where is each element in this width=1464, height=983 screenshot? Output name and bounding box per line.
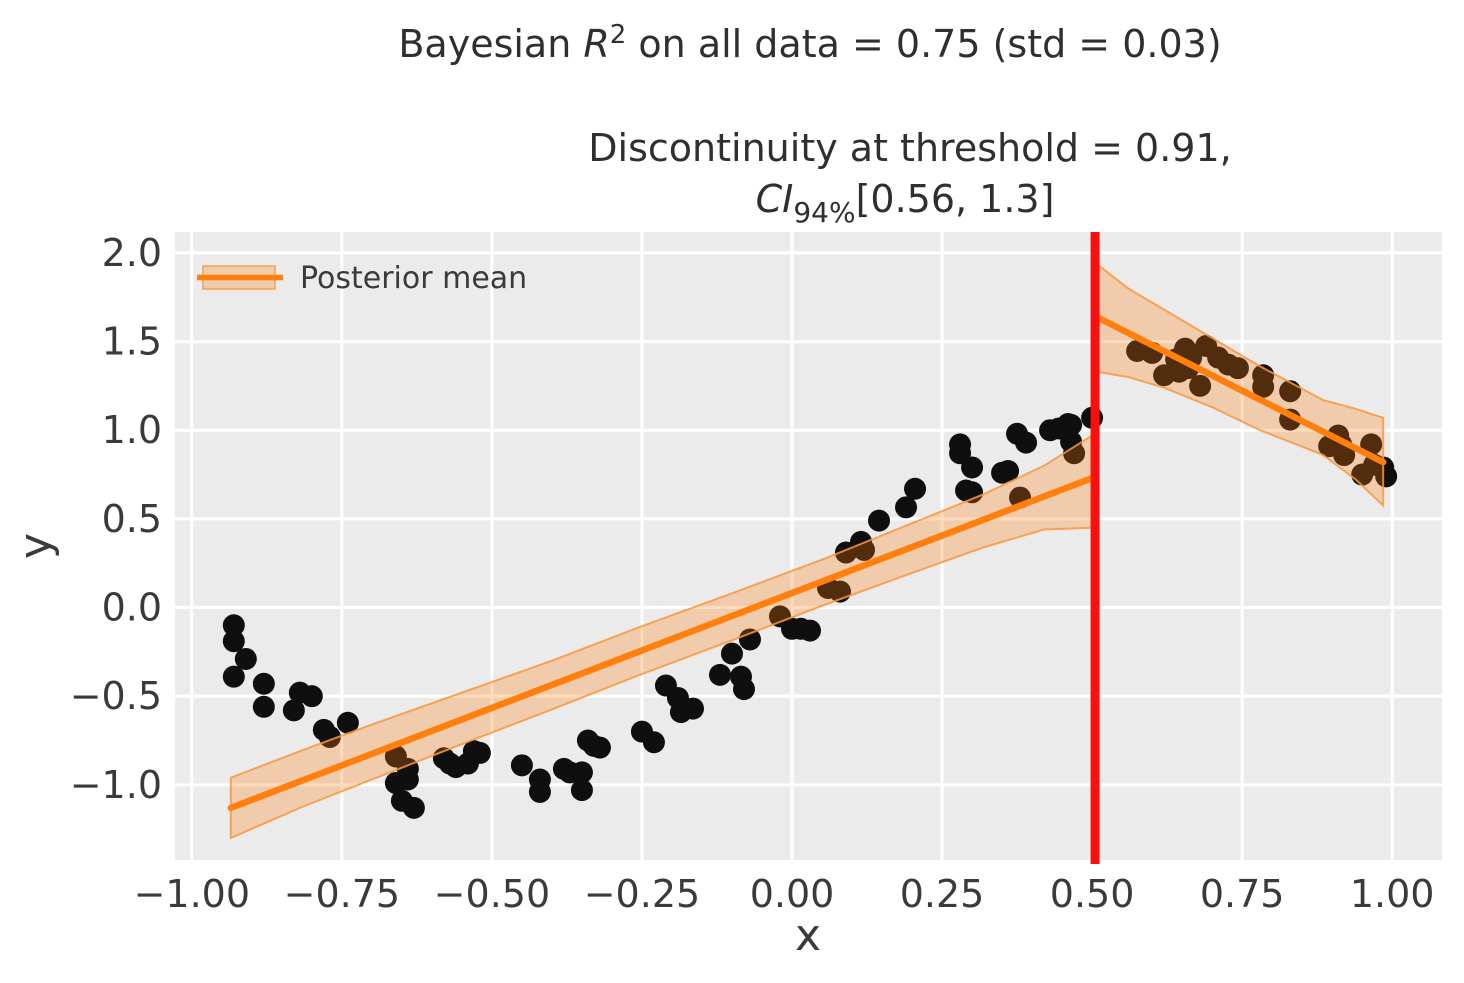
title-superscript: 2: [610, 20, 627, 50]
data-point: [222, 665, 245, 688]
data-point: [252, 695, 275, 718]
legend: Posterior mean: [197, 261, 527, 296]
posterior-mean-line: [1093, 313, 1387, 466]
data-point: [282, 699, 305, 722]
data-point: [1015, 431, 1038, 454]
data-point: [300, 685, 323, 708]
data-point: [997, 460, 1020, 483]
data-point: [1333, 444, 1356, 467]
x-tick-label: −1.00: [134, 872, 250, 916]
x-axis-label: x: [795, 910, 821, 961]
data-point: [961, 481, 984, 504]
x-tick-label: −0.25: [584, 872, 700, 916]
data-point: [528, 780, 551, 803]
data-point: [732, 678, 755, 701]
data-point: [222, 614, 245, 637]
data-point: [588, 736, 611, 759]
posterior-mean-layer: [227, 313, 1387, 812]
data-point: [570, 779, 593, 802]
data-point: [708, 663, 731, 686]
y-tick-label: 1.5: [102, 320, 162, 364]
x-tick-label: 0.75: [1200, 872, 1285, 916]
data-point: [234, 647, 257, 670]
y-tick-labels: 2.0 1.5 1.0 0.5 0.0 −0.5 −1.0: [70, 231, 162, 807]
data-point: [252, 672, 275, 695]
figure-title: Bayesian R2 on all data = 0.75 (std = 0.…: [398, 20, 1221, 66]
data-point: [468, 741, 491, 764]
data-point: [895, 496, 918, 519]
scatter-layer: [222, 335, 1398, 819]
y-tick-label: −0.5: [70, 674, 162, 718]
data-point: [681, 697, 704, 720]
data-point: [222, 630, 245, 653]
data-point: [1226, 357, 1249, 380]
data-point: [510, 754, 533, 777]
legend-label: Posterior mean: [300, 261, 527, 296]
x-tick-label: −0.50: [434, 872, 550, 916]
x-tick-label: 0.50: [1050, 872, 1135, 916]
data-point: [1063, 442, 1086, 465]
axes-title-line1: Discontinuity at threshold = 0.91,: [588, 126, 1231, 170]
y-axis-label: y: [10, 533, 61, 559]
credible-interval-band: [1095, 261, 1385, 508]
ci-subscript: 94%: [793, 196, 855, 229]
y-tick-label: 2.0: [102, 231, 162, 275]
data-point: [402, 796, 425, 819]
data-point: [868, 509, 891, 532]
axes-title-line2: CI94%[0.56, 1.3]: [756, 177, 1055, 229]
data-point: [1189, 374, 1212, 397]
data-point: [1375, 465, 1398, 488]
data-point: [642, 731, 665, 754]
data-point: [1060, 413, 1083, 436]
data-point: [570, 761, 593, 784]
data-point: [720, 642, 743, 665]
data-point: [336, 711, 359, 734]
x-tick-labels: −1.00 −0.75 −0.50 −0.25 0.00 0.25 0.50 0.75 1.00: [134, 872, 1435, 916]
y-tick-label: 1.0: [102, 408, 162, 452]
data-point: [738, 628, 761, 651]
x-tick-label: 0.00: [750, 872, 835, 916]
y-tick-label: 0.0: [102, 586, 162, 630]
x-tick-label: 0.25: [900, 872, 985, 916]
data-point: [961, 456, 984, 479]
y-tick-label: 0.5: [102, 497, 162, 541]
x-tick-label: −0.75: [284, 872, 400, 916]
data-point: [396, 768, 419, 791]
data-point: [799, 619, 822, 642]
data-point: [1252, 375, 1275, 398]
x-tick-label: 1.00: [1350, 872, 1435, 916]
data-point: [904, 477, 927, 500]
posterior-mean-line: [227, 474, 1096, 812]
y-tick-label: −1.0: [70, 763, 162, 807]
